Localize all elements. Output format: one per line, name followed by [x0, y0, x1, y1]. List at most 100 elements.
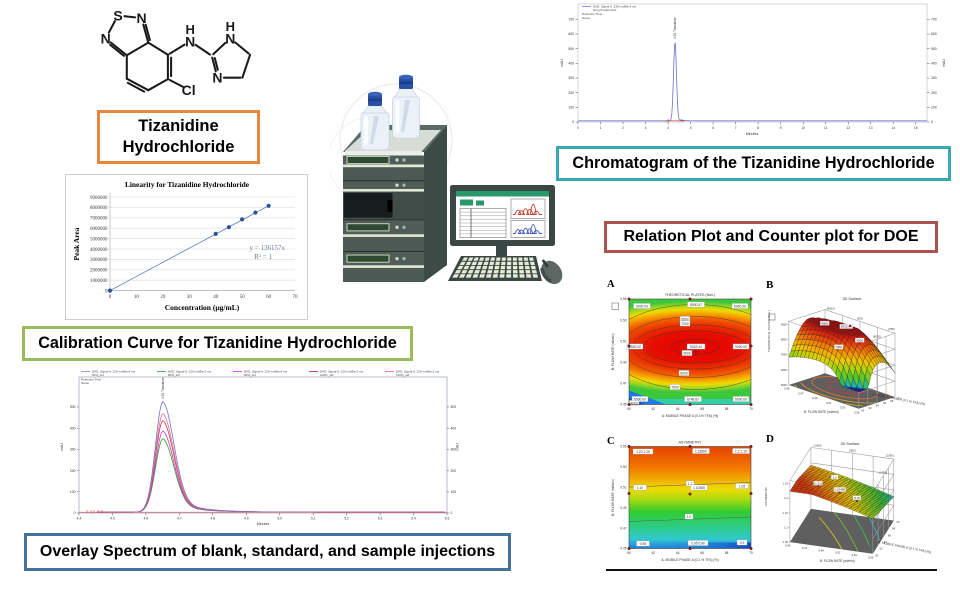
svg-text:Name: Name — [81, 381, 89, 385]
svg-text:4.6: 4.6 — [144, 517, 149, 521]
svg-text:70: 70 — [749, 407, 753, 411]
svg-text:ASYMMETRY: ASYMMETRY — [764, 487, 768, 506]
svg-text:60: 60 — [627, 551, 631, 555]
svg-text:DAD: Signal A, 230 nm/Bw:4 nm: DAD: Signal A, 230 nm/Bw:4 nm — [593, 5, 637, 9]
svg-text:400: 400 — [931, 62, 937, 66]
svg-text:0.55: 0.55 — [620, 297, 626, 301]
svg-text:9000: 9000 — [856, 338, 863, 342]
svg-text:Cl: Cl — [182, 82, 196, 98]
svg-text:9000000: 9000000 — [90, 196, 108, 201]
svg-text:9000: 9000 — [781, 322, 787, 326]
svg-text:200: 200 — [70, 469, 76, 473]
svg-text:62: 62 — [869, 406, 872, 410]
svg-text:7000: 7000 — [781, 353, 787, 357]
svg-text:5.1: 5.1 — [311, 517, 316, 521]
svg-text:0.47: 0.47 — [620, 382, 626, 386]
svg-text:3D Surface: 3D Surface — [841, 442, 860, 446]
svg-text:0.53: 0.53 — [620, 465, 626, 469]
svg-text:[1396]: [1396] — [886, 454, 894, 458]
svg-text:N: N — [137, 10, 147, 26]
svg-text:110%_std: 110%_std — [396, 373, 409, 377]
svg-text:A: MOBILE PHASE A (0.1 % TFA): A: MOBILE PHASE A (0.1 % TFA) (%) — [878, 540, 932, 554]
svg-text:0.49: 0.49 — [818, 548, 824, 552]
svg-text:0: 0 — [577, 126, 579, 130]
svg-text:B: FLOW RATE (ml/min): B: FLOW RATE (ml/min) — [611, 333, 615, 370]
svg-text:66: 66 — [888, 533, 891, 537]
svg-text:13: 13 — [869, 126, 873, 130]
svg-text:6500: 6500 — [681, 317, 689, 321]
svg-text:200: 200 — [568, 91, 574, 95]
svg-text:500: 500 — [70, 405, 76, 409]
svg-text:68: 68 — [890, 399, 893, 403]
svg-text:64: 64 — [676, 407, 680, 411]
svg-text:50%_std: 50%_std — [92, 373, 104, 377]
svg-text:500: 500 — [568, 47, 574, 51]
svg-text:400: 400 — [70, 426, 76, 430]
svg-text:7500: 7500 — [671, 385, 679, 389]
svg-text:300: 300 — [451, 448, 457, 452]
svg-text:300: 300 — [931, 76, 937, 80]
svg-text:200: 200 — [451, 469, 457, 473]
svg-text:3D Surface: 3D Surface — [843, 297, 862, 301]
svg-text:9: 9 — [780, 126, 782, 130]
svg-text:C: C — [607, 436, 615, 447]
svg-text:400: 400 — [451, 426, 457, 430]
svg-text:Drug Product.dcd: Drug Product.dcd — [593, 8, 617, 12]
svg-text:62: 62 — [880, 547, 883, 551]
svg-text:90%_std: 90%_std — [244, 373, 256, 377]
svg-text:[9400]: [9400] — [827, 307, 835, 311]
svg-text:64: 64 — [884, 540, 887, 544]
svg-text:0.55: 0.55 — [868, 555, 874, 559]
svg-text:4.7: 4.7 — [177, 517, 182, 521]
svg-text:7000: 7000 — [835, 345, 842, 349]
svg-text:6500.00: 6500.00 — [634, 397, 646, 401]
svg-text:0.53: 0.53 — [620, 318, 626, 322]
svg-text:DAD: Signal A, 220 nm/Bw:4 nm: DAD: Signal A, 220 nm/Bw:4 nm — [244, 370, 288, 374]
svg-text:4.5: 4.5 — [110, 517, 115, 521]
svg-text:5000.00: 5000.00 — [735, 397, 747, 401]
svg-text:60: 60 — [875, 553, 878, 557]
svg-text:0: 0 — [74, 511, 76, 515]
svg-text:0.95: 0.95 — [640, 542, 647, 546]
svg-text:0.45: 0.45 — [620, 547, 626, 551]
svg-text:100: 100 — [70, 490, 76, 494]
svg-text:7: 7 — [735, 126, 737, 130]
svg-text:0.51: 0.51 — [826, 401, 832, 405]
svg-text:9000: 9000 — [683, 351, 691, 355]
svg-text:[8030]: [8030] — [873, 334, 881, 338]
svg-text:1.05: 1.05 — [739, 484, 746, 488]
svg-text:1.10485: 1.10485 — [834, 488, 845, 492]
svg-text:[1390]: [1390] — [879, 471, 887, 475]
svg-text:700: 700 — [931, 18, 937, 22]
svg-text:70: 70 — [749, 551, 753, 555]
svg-text:12: 12 — [846, 126, 850, 130]
svg-text:B: FLOW RATE (ml/min): B: FLOW RATE (ml/min) — [820, 559, 855, 563]
svg-text:Retention Time: Retention Time — [81, 378, 102, 382]
svg-text:66: 66 — [883, 401, 886, 405]
svg-text:6: 6 — [712, 126, 714, 130]
svg-text:100: 100 — [451, 490, 457, 494]
svg-text:mAU: mAU — [942, 59, 946, 67]
svg-text:5.3: 5.3 — [378, 517, 383, 521]
svg-text:S: S — [113, 7, 122, 23]
svg-text:60: 60 — [861, 408, 864, 412]
svg-text:4.54 Tizanidine: 4.54 Tizanidine — [673, 17, 677, 39]
svg-text:[382]: [382] — [849, 448, 855, 452]
svg-text:[1400]: [1400] — [814, 443, 822, 447]
svg-text:7000000: 7000000 — [90, 217, 108, 222]
svg-text:70: 70 — [896, 520, 899, 524]
svg-text:5000000: 5000000 — [90, 237, 108, 242]
svg-text:8: 8 — [757, 126, 759, 130]
svg-text:8000: 8000 — [781, 338, 787, 342]
svg-text:0.49: 0.49 — [620, 506, 626, 510]
svg-text:64: 64 — [876, 404, 879, 408]
svg-text:0.47: 0.47 — [798, 391, 804, 395]
svg-text:mAU: mAU — [60, 443, 64, 451]
svg-text:100: 100 — [931, 106, 937, 110]
svg-text:15: 15 — [914, 126, 918, 130]
svg-text:0.51: 0.51 — [620, 486, 626, 490]
svg-text:1.2 1.15: 1.2 1.15 — [735, 449, 747, 453]
svg-text:A: MOBILE PHASE A (0.1 % TFA): A: MOBILE PHASE A (0.1 % TFA) (%) — [661, 558, 718, 562]
svg-text:0: 0 — [931, 120, 933, 124]
svg-text:H: H — [186, 22, 195, 37]
